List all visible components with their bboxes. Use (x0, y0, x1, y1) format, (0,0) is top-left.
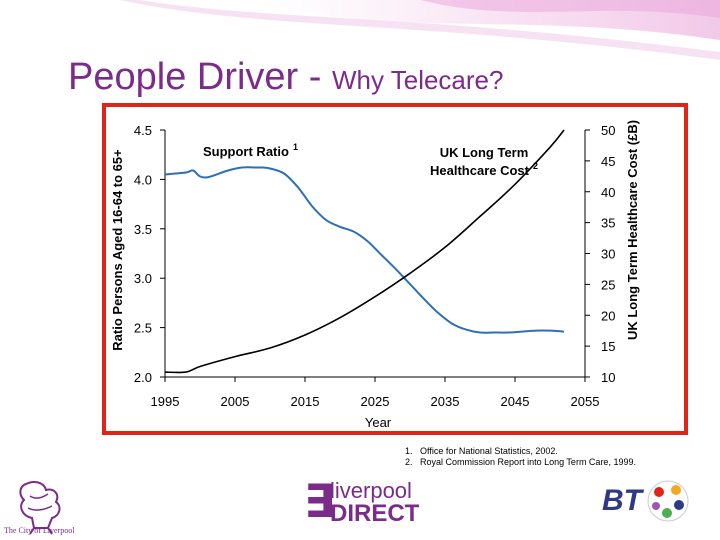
y-right-tick-label: 45 (601, 154, 615, 169)
y-right-tick-label: 30 (601, 247, 615, 262)
y-axis-left-label: Ratio Persons Aged 16-64 to 65+ (110, 149, 125, 351)
y-right-tick-label: 50 (601, 123, 615, 138)
y-left-tick-label: 3.5 (134, 222, 152, 237)
y-axis-right-label: UK Long Term Healthcare Cost (£B) (625, 120, 640, 340)
bt-logo-text: BT (602, 484, 642, 517)
series-label-support-ratio: Support Ratio 1 (203, 142, 298, 159)
footnote-1: 1. Office for National Statistics, 2002. (405, 446, 636, 457)
page-title-main: People Driver - (68, 56, 332, 98)
footnote-2: 2. Royal Commission Report into Long Ter… (405, 457, 636, 468)
liverpool-direct-line2: DIRECT (330, 500, 420, 527)
series-label-support-ratio-sup: 1 (293, 142, 298, 152)
x-axis-label: Year (365, 415, 392, 430)
y-right-tick-label: 15 (601, 339, 615, 354)
y-right-tick-label: 40 (601, 185, 615, 200)
footnote-text: Office for National Statistics, 2002. (420, 446, 558, 456)
page-title: People Driver - Why Telecare? (68, 56, 503, 99)
header-wave-decoration (120, 0, 720, 60)
city-logo-text: The City of Liverpool (4, 526, 75, 535)
chart-frame (102, 103, 688, 435)
liverpool-direct-mark-icon: ∃ (304, 475, 336, 527)
y-right-tick-label: 10 (601, 370, 615, 385)
series-label-cost-sup: 2 (533, 161, 538, 171)
series-line-support-ratio (164, 166, 565, 334)
y-right-tick-label: 25 (601, 277, 615, 292)
series-line-healthcare-cost (164, 129, 565, 374)
series-label-cost-line1: UK Long Term (440, 145, 529, 160)
y-right-tick-label: 20 (601, 308, 615, 323)
series-label-support-ratio-text: Support Ratio (203, 144, 289, 159)
footnote-num: 1. (405, 446, 413, 456)
y-left-tick-label: 2.5 (134, 321, 152, 336)
footnote-text: Royal Commission Report into Long Term C… (420, 457, 636, 467)
page-title-sub: Why Telecare? (331, 65, 504, 95)
y-right-tick-label: 35 (601, 216, 615, 231)
x-tick-label: 2055 (571, 394, 600, 409)
y-left-tick-label: 2.0 (134, 370, 152, 385)
y-left-tick-label: 4.0 (134, 172, 152, 187)
x-tick-label: 2015 (291, 394, 320, 409)
x-tick-label: 1995 (151, 394, 180, 409)
x-tick-label: 2025 (361, 394, 390, 409)
liverpool-direct-line1: liverpool (330, 478, 412, 503)
x-tick-label: 2035 (431, 394, 460, 409)
bt-piper-globe-icon (647, 480, 689, 522)
footnotes: 1. Office for National Statistics, 2002.… (405, 446, 636, 468)
x-tick-label: 2045 (501, 394, 530, 409)
footnote-num: 2. (405, 457, 413, 467)
series-label-cost-line2: Healthcare Cost 2 (430, 161, 538, 178)
y-left-tick-label: 3.0 (134, 271, 152, 286)
y-left-tick-label: 4.5 (134, 123, 152, 138)
x-tick-label: 2005 (221, 394, 250, 409)
liver-bird-crest-icon (19, 481, 61, 535)
